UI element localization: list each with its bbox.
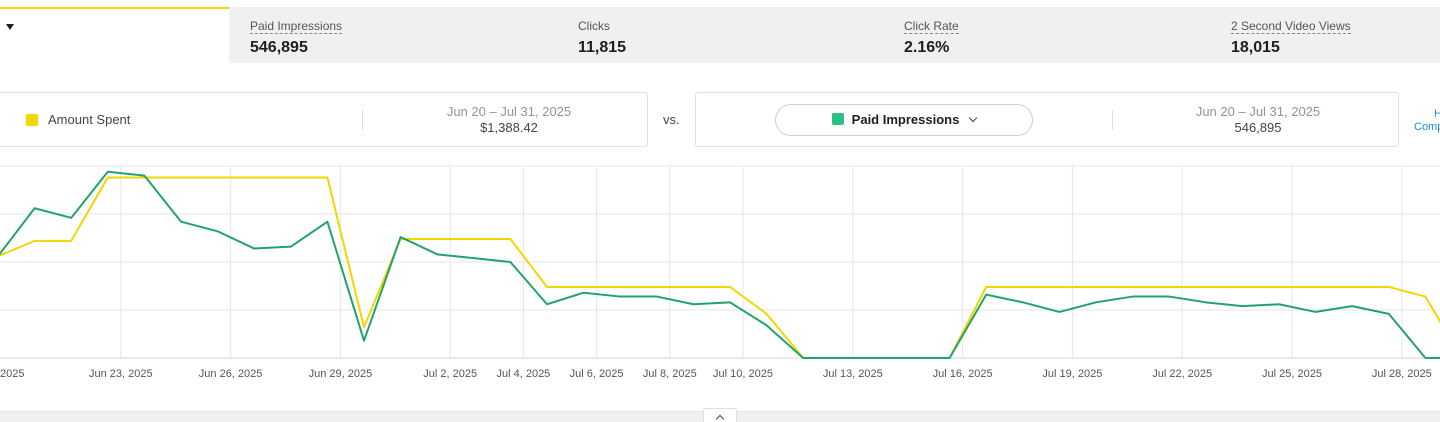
metric-label: 2 Second Video Views <box>1231 19 1351 34</box>
metric-value: 2.16% <box>904 39 950 56</box>
metrics-tab-strip: Paid Impressions 546,895 Clicks 11,815 C… <box>0 7 1440 63</box>
x-tick-label: Jul 22, 2025 <box>1152 368 1212 380</box>
metric-label: Click Rate <box>904 19 959 34</box>
help-link[interactable]: H Comp <box>1414 108 1440 134</box>
x-tick-label: Jul 13, 2025 <box>823 368 883 380</box>
metric-label: Paid Impressions <box>250 19 343 34</box>
series-amount-spent: Amount Spent <box>26 112 130 127</box>
compare-left-panel: Amount Spent Jun 20 – Jul 31, 2025 $1,38… <box>0 92 648 147</box>
compare-right-panel: Paid Impressions Jun 20 – Jul 31, 2025 5… <box>695 92 1399 147</box>
metric-clicks[interactable]: Clicks 11,815 <box>578 17 626 57</box>
metric-label: Clicks <box>578 19 610 33</box>
series-label-text: Amount Spent <box>48 112 131 127</box>
select-label: Paid Impressions <box>851 112 960 127</box>
x-tick-label: Jul 28, 2025 <box>1372 368 1432 380</box>
yellow-swatch-icon <box>26 113 38 126</box>
x-tick-label: Jul 25, 2025 <box>1262 368 1322 380</box>
x-tick-label: Jul 4, 2025 <box>496 368 550 380</box>
metric-value: 18,015 <box>1231 39 1280 56</box>
x-tick-label: Jul 10, 2025 <box>713 368 773 380</box>
date-range-right: Jun 20 – Jul 31, 2025 546,895 <box>1158 104 1358 136</box>
range-value: 546,895 <box>1234 120 1282 135</box>
metric-tab-amount-spent[interactable] <box>0 7 229 63</box>
line-chart: 2025 Jun 23, 2025 Jun 26, 2025 Jun 29, 2025… <box>0 165 1440 380</box>
metric-value: 546,895 <box>250 39 308 56</box>
metric-video-views[interactable]: 2 Second Video Views 18,015 <box>1231 17 1351 57</box>
series-line-paid-impressions <box>0 170 1440 359</box>
x-tick-label: 2025 <box>0 368 24 380</box>
caret-down-icon[interactable] <box>6 24 14 30</box>
compare-metric-select[interactable]: Paid Impressions <box>775 104 1033 136</box>
x-tick-label: Jun 29, 2025 <box>309 368 373 380</box>
series-line-amount-spent <box>0 176 1440 359</box>
collapse-button[interactable] <box>703 408 737 422</box>
x-tick-label: Jul 8, 2025 <box>643 368 697 380</box>
link-line: H <box>1434 108 1440 120</box>
x-tick-label: Jun 26, 2025 <box>199 368 263 380</box>
green-swatch-icon <box>831 113 844 126</box>
divider <box>1112 110 1113 130</box>
chevron-down-icon <box>969 113 978 123</box>
range-dates: Jun 20 – Jul 31, 2025 <box>1195 104 1321 119</box>
metric-click-rate[interactable]: Click Rate 2.16% <box>904 17 959 57</box>
date-range-left: Jun 20 – Jul 31, 2025 $1,388.42 <box>409 104 609 136</box>
divider <box>362 110 363 130</box>
range-value: $1,388.42 <box>480 120 538 135</box>
x-tick-label: Jun 23, 2025 <box>89 368 153 380</box>
vs-label: vs. <box>663 112 680 127</box>
x-tick-label: Jul 19, 2025 <box>1042 368 1102 380</box>
range-dates: Jun 20 – Jul 31, 2025 <box>446 104 572 119</box>
x-tick-label: Jul 16, 2025 <box>933 368 993 380</box>
metric-paid-impressions[interactable]: Paid Impressions 546,895 <box>250 17 343 57</box>
x-tick-label: Jul 6, 2025 <box>570 368 624 380</box>
link-line: Comp <box>1414 121 1440 133</box>
chevron-up-icon <box>715 414 725 422</box>
metric-value: 11,815 <box>578 39 627 56</box>
x-tick-label: Jul 2, 2025 <box>423 368 477 380</box>
